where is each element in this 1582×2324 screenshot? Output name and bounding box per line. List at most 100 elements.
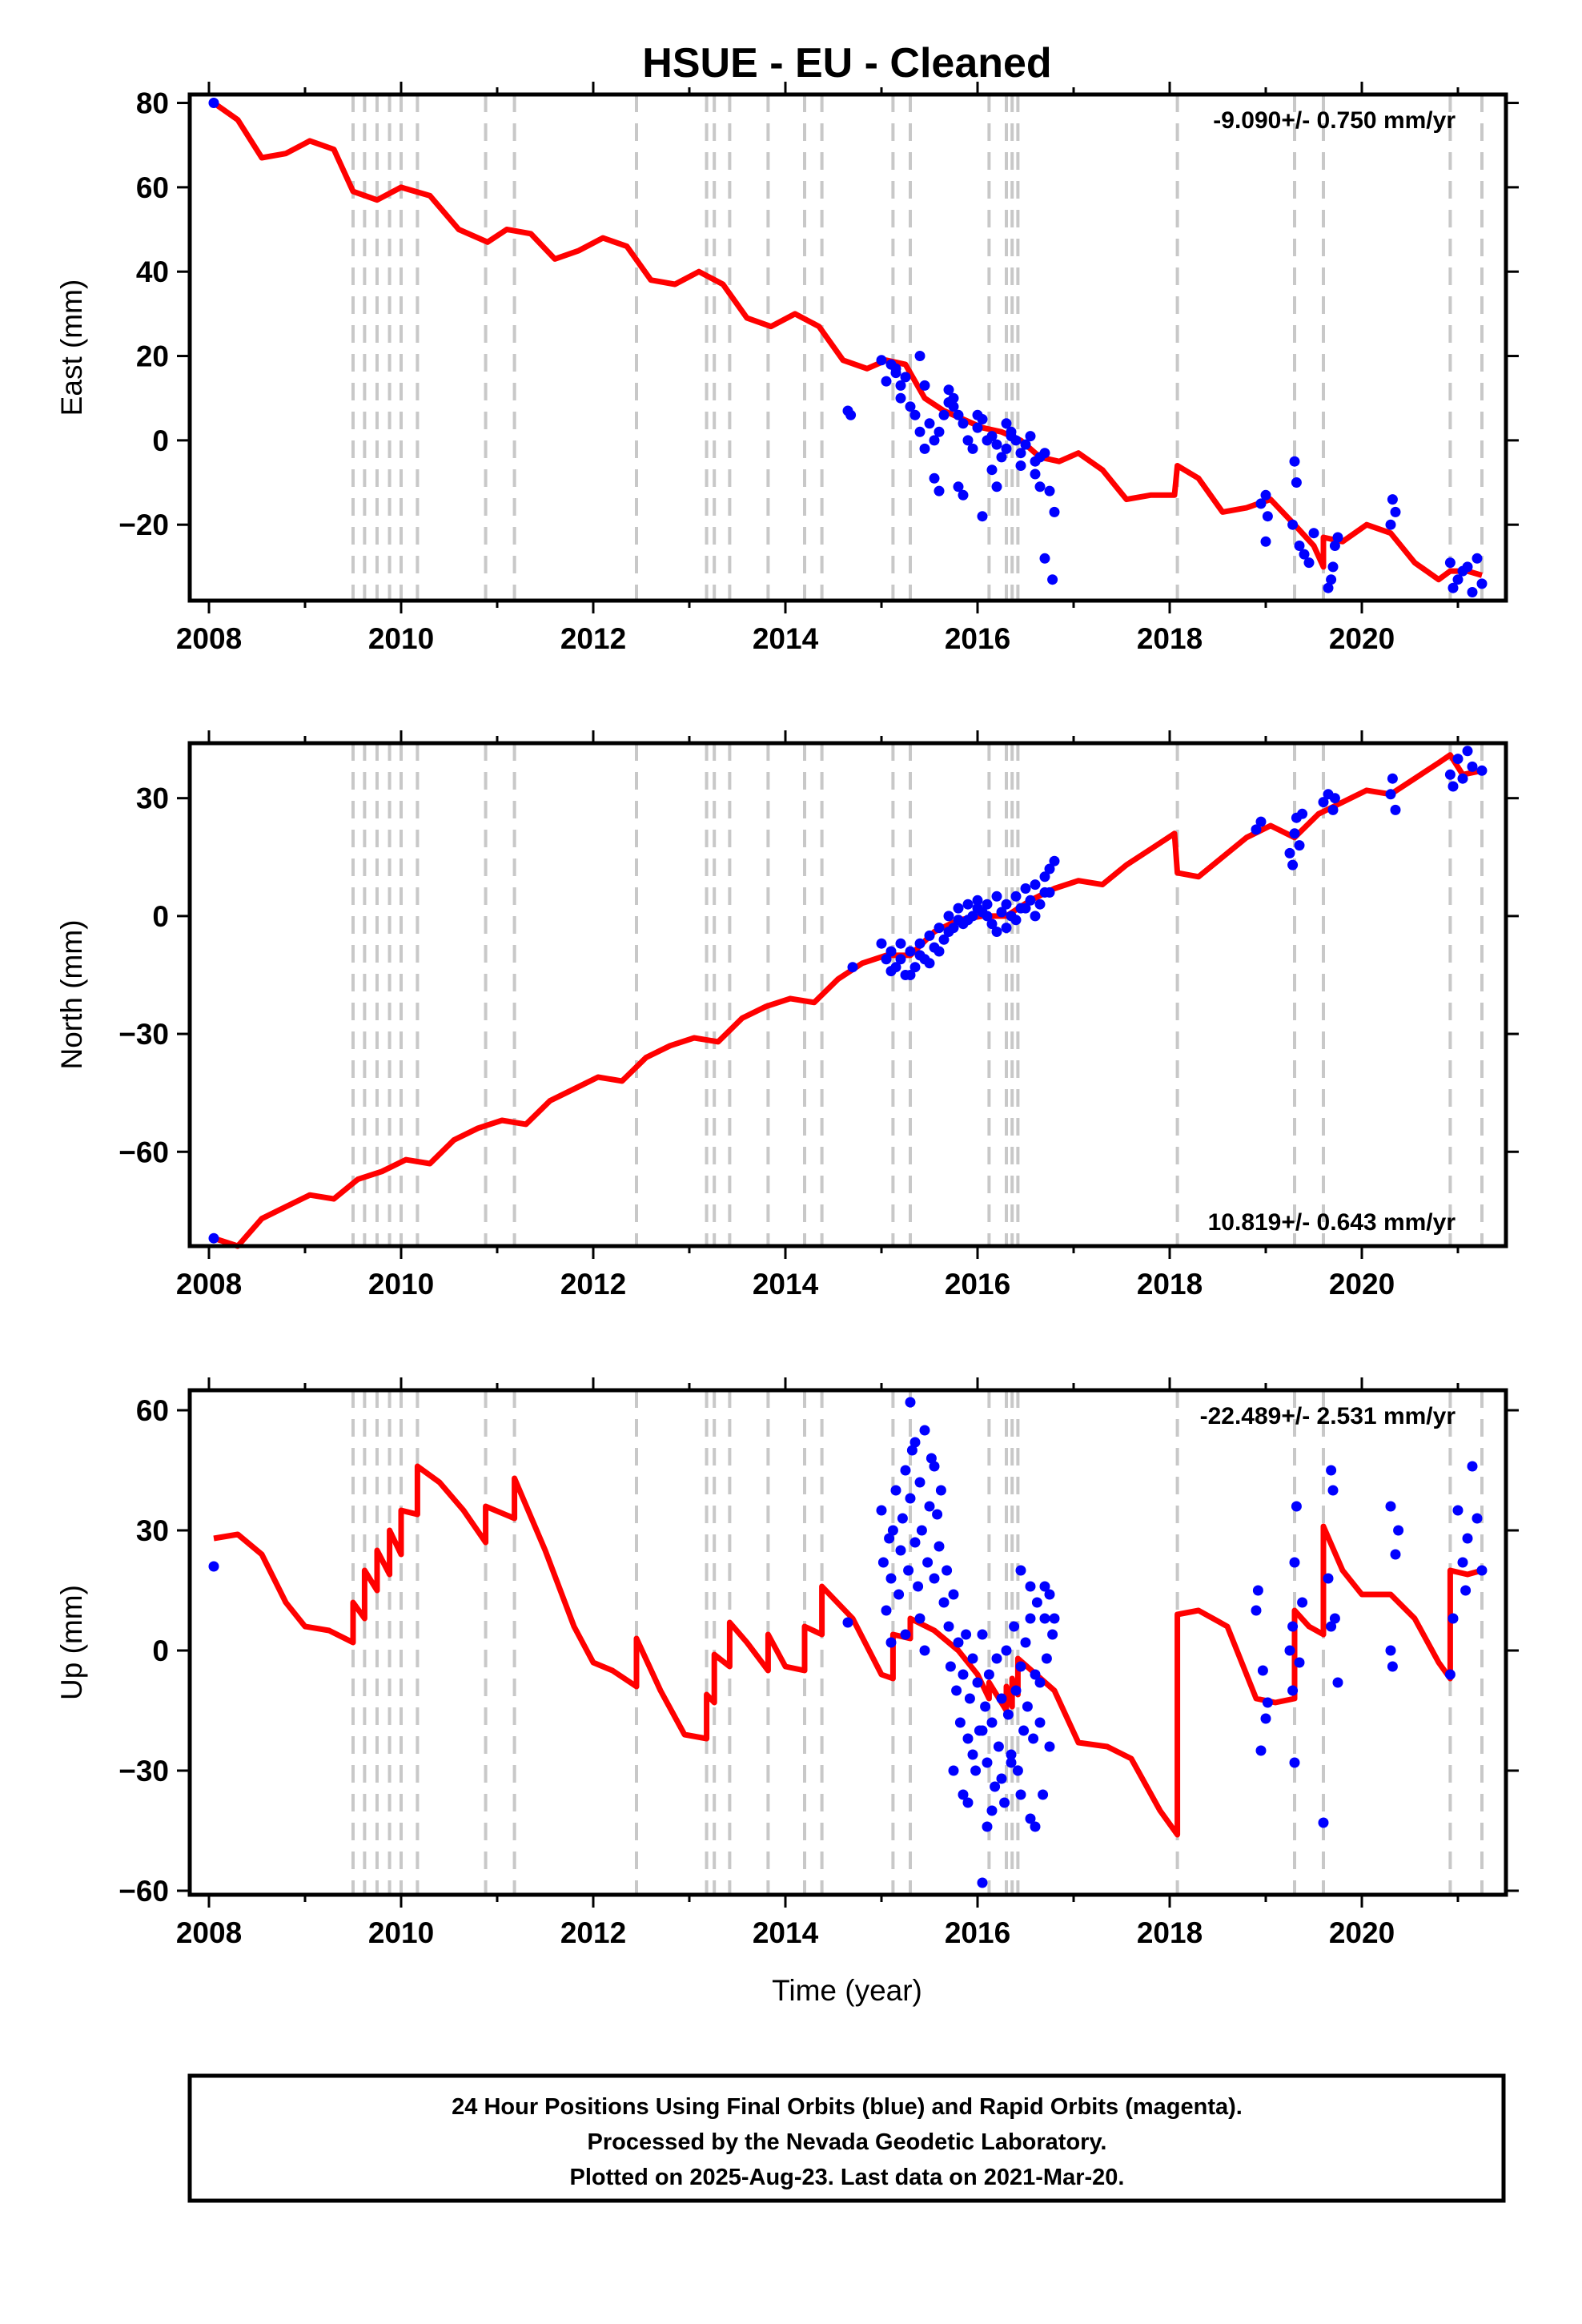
final-orbit-point	[1039, 871, 1050, 883]
final-orbit-point	[1260, 1713, 1271, 1724]
final-orbit-point	[1001, 418, 1012, 429]
x-tick-label: 2018	[1137, 1268, 1203, 1301]
final-orbit-point	[1044, 1589, 1055, 1600]
final-orbit-point	[1476, 578, 1488, 589]
final-orbit-point	[1001, 443, 1012, 454]
final-orbit-point	[1329, 541, 1340, 551]
final-orbit-point	[909, 962, 921, 973]
final-orbit-point	[982, 899, 993, 910]
final-orbit-point	[953, 409, 964, 420]
x-tick-label: 2012	[560, 622, 626, 655]
model-series-line	[212, 752, 1483, 1249]
final-orbit-point	[1039, 1613, 1050, 1624]
final-orbit-point	[208, 98, 219, 108]
final-orbit-point	[1289, 456, 1300, 467]
final-orbit-point	[905, 1397, 916, 1408]
final-orbit-point	[1297, 808, 1308, 819]
final-orbit-point	[1387, 1661, 1398, 1672]
final-orbit-point	[1457, 773, 1468, 784]
final-orbit-point	[905, 946, 916, 957]
final-orbit-point	[948, 401, 959, 412]
y-tick-label: 60	[136, 171, 169, 204]
final-orbit-point	[953, 903, 964, 914]
final-orbit-point	[991, 927, 1002, 937]
final-orbit-point	[1025, 431, 1036, 442]
final-orbit-point	[1039, 448, 1050, 459]
x-tick-label: 2014	[753, 622, 819, 655]
final-orbit-point	[967, 1653, 978, 1664]
final-orbit-point	[942, 1565, 953, 1576]
final-orbit-point	[972, 903, 983, 914]
final-orbit-point	[990, 1781, 1001, 1792]
y-tick-label: 0	[152, 424, 169, 457]
final-orbit-point	[1294, 541, 1305, 551]
final-orbit-point	[1251, 824, 1262, 835]
final-orbit-point	[1332, 1677, 1343, 1688]
final-orbit-point	[881, 376, 892, 387]
final-orbit-point	[1326, 1621, 1337, 1632]
final-orbit-point	[934, 946, 945, 957]
final-orbit-point	[1038, 1789, 1049, 1800]
final-orbit-point	[1251, 1605, 1262, 1616]
final-orbit-point	[1329, 1613, 1340, 1624]
final-orbit-point	[1452, 1505, 1464, 1516]
final-orbit-point	[1444, 769, 1456, 780]
final-orbit-point	[993, 1741, 1004, 1752]
final-orbit-point	[1015, 1565, 1026, 1576]
final-orbit-point	[999, 1797, 1010, 1808]
final-orbit-point	[1385, 519, 1396, 530]
final-orbit-point	[876, 938, 887, 949]
final-orbit-point	[943, 384, 954, 396]
final-orbit-point	[1020, 1637, 1031, 1648]
final-orbit-point	[1030, 1821, 1041, 1832]
final-orbit-point	[982, 1821, 993, 1832]
final-orbit-point	[1049, 855, 1060, 866]
final-orbit-point	[914, 351, 926, 361]
final-orbit-point	[972, 895, 983, 906]
final-orbit-point	[977, 1725, 988, 1736]
final-orbit-point	[1006, 1749, 1017, 1760]
final-orbit-point	[986, 919, 998, 930]
final-orbit-point	[905, 401, 916, 412]
final-orbit-point	[1289, 1757, 1300, 1768]
final-orbit-point	[909, 1537, 921, 1548]
footer-frame	[187, 2073, 1506, 2203]
final-orbit-point	[1284, 847, 1295, 858]
final-orbit-point	[924, 418, 935, 429]
final-orbit-point	[958, 489, 969, 501]
final-orbit-point	[924, 1501, 935, 1512]
final-orbit-point	[972, 422, 983, 433]
final-orbit-point	[1472, 553, 1483, 564]
footer-line-3: Plotted on 2025-Aug-23. Last data on 202…	[570, 2165, 1125, 2190]
x-tick-label: 2018	[1137, 1916, 1203, 1949]
final-orbit-point	[948, 1589, 959, 1600]
x-tick-label: 2008	[176, 622, 242, 655]
final-orbit-point	[1049, 506, 1060, 517]
final-orbit-point	[1002, 1709, 1014, 1720]
y-tick-label: 0	[152, 900, 169, 933]
final-orbit-point	[1390, 1549, 1401, 1560]
final-orbit-point	[934, 923, 945, 934]
final-orbit-point	[1323, 582, 1334, 593]
final-orbit-point	[938, 1597, 950, 1608]
final-orbit-point	[1044, 1741, 1055, 1752]
final-orbit-point	[1467, 1461, 1478, 1472]
x-tick-label: 2020	[1329, 1916, 1395, 1949]
final-orbit-point	[1444, 1669, 1456, 1680]
final-orbit-point	[962, 1797, 974, 1808]
footer-line-2: Processed by the Nevada Geodetic Laborat…	[588, 2129, 1107, 2155]
final-orbit-point	[1257, 1665, 1268, 1676]
final-orbit-point	[1318, 797, 1329, 808]
y-tick-label: −30	[118, 1755, 169, 1787]
y-tick-label: −60	[118, 1875, 169, 1908]
x-tick-label: 2012	[560, 1268, 626, 1301]
final-orbit-point	[924, 930, 935, 941]
final-orbit-point	[1044, 485, 1055, 497]
final-orbit-point	[962, 1733, 974, 1744]
final-orbit-point	[958, 1789, 969, 1800]
final-orbit-point	[1318, 1817, 1329, 1828]
final-orbit-point	[890, 363, 901, 374]
final-orbit-point	[905, 970, 916, 980]
final-orbit-point	[1018, 1725, 1030, 1736]
final-orbit-point	[914, 1477, 926, 1488]
